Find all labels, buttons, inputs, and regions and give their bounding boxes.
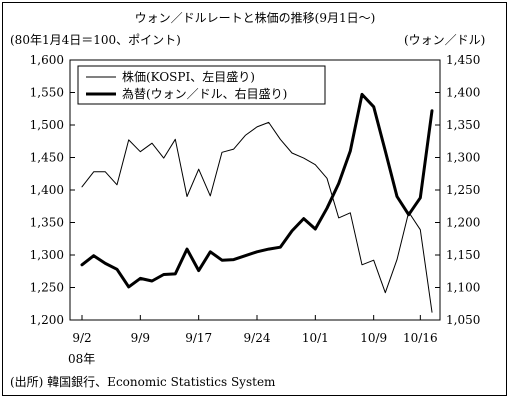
legend-label-fx: 為替(ウォン／ドル、右目盛り)	[122, 86, 287, 101]
x-tick-label: 9/24	[244, 331, 271, 345]
right-tick-label: 1,100	[446, 281, 480, 295]
right-tick-label: 1,250	[446, 183, 480, 197]
series-line-kospi	[81, 121, 433, 313]
left-tick-label: 1,250	[30, 281, 64, 295]
chart-title: ウォン／ドルレートと株価の推移(9月1日～)	[135, 10, 376, 25]
right-tick-label: 1,200	[446, 216, 480, 230]
right-tick-label: 1,050	[446, 313, 480, 327]
series-line-fx	[80, 92, 434, 289]
left-axis-label: (80年1月4日＝100、ポイント)	[10, 33, 181, 47]
right-tick-label: 1,300	[446, 151, 480, 165]
left-tick-label: 1,300	[30, 248, 64, 262]
x-tick-label: 10/16	[403, 331, 438, 345]
x-axis: 9/2 9/9 9/17 9/24 10/1 10/9 10/16	[72, 315, 438, 345]
left-tick-label: 1,550	[30, 86, 64, 100]
right-axis-label: (ウォン／ドル)	[404, 33, 485, 47]
x-tick-label: 9/17	[185, 331, 212, 345]
series-layer	[80, 92, 434, 313]
source-note: (出所) 韓国銀行、Economic Statistics System	[10, 375, 276, 389]
right-tick-label: 1,400	[446, 86, 480, 100]
x-year-label: 08年	[68, 352, 95, 366]
x-tick-label: 10/1	[302, 331, 329, 345]
left-tick-label: 1,600	[30, 53, 64, 67]
legend: 株価(KOSPI、左目盛り) 為替(ウォン／ドル、右目盛り)	[77, 65, 326, 105]
x-tick-label: 9/2	[72, 331, 91, 345]
right-axis: 1,050 1,100 1,150 1,200 1,250 1,300 1,350 1,400…	[435, 53, 480, 327]
left-tick-label: 1,500	[30, 118, 64, 132]
legend-box	[77, 65, 326, 105]
left-axis: 1,200 1,250 1,300 1,350 1,400 1,450 1,500 1,550…	[30, 53, 75, 327]
left-tick-label: 1,350	[30, 216, 64, 230]
left-tick-label: 1,450	[30, 151, 64, 165]
x-tick-label: 9/9	[131, 331, 150, 345]
left-tick-label: 1,200	[30, 313, 64, 327]
right-tick-label: 1,450	[446, 53, 480, 67]
legend-label-kospi: 株価(KOSPI、左目盛り)	[122, 69, 255, 84]
right-tick-label: 1,350	[446, 118, 480, 132]
left-tick-label: 1,400	[30, 183, 64, 197]
x-tick-label: 10/9	[360, 331, 387, 345]
right-tick-label: 1,150	[446, 248, 480, 262]
